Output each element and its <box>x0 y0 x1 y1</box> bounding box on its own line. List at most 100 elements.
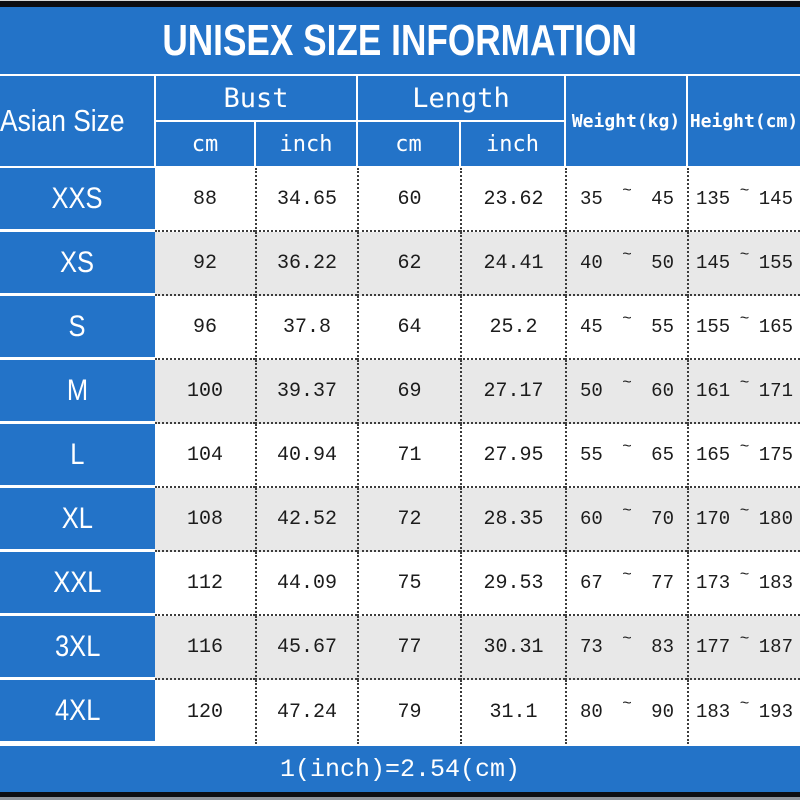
length-inch-value: 30.31 <box>460 616 565 680</box>
bust-inch-value: 37.8 <box>255 296 357 360</box>
bust-inch-value: 34.65 <box>255 168 357 232</box>
tilde-separator: ~ <box>622 566 632 584</box>
height-range: 161 ~ 171 <box>687 360 800 424</box>
height-range: 177 ~ 187 <box>687 616 800 680</box>
length-cm-value: 64 <box>357 296 460 360</box>
tilde-separator: ~ <box>622 374 632 392</box>
weight-max: 70 <box>651 508 674 530</box>
header-bust: Bust <box>156 76 356 120</box>
height-min: 170 <box>696 508 731 530</box>
tilde-separator: ~ <box>739 502 750 520</box>
length-cm-value: 69 <box>357 360 460 424</box>
height-min: 145 <box>696 252 731 274</box>
length-inch-value: 24.41 <box>460 232 565 296</box>
header-asian-size: Asian Size <box>0 76 154 166</box>
height-max: 183 <box>758 572 793 594</box>
weight-range: 40 ~ 50 <box>565 232 687 296</box>
bust-inch-value: 40.94 <box>255 424 357 488</box>
header-length: Length <box>358 76 564 120</box>
height-range: 170 ~ 180 <box>687 488 800 552</box>
length-cm-value: 60 <box>357 168 460 232</box>
weight-min: 73 <box>580 636 603 658</box>
tilde-separator: ~ <box>739 438 750 456</box>
height-min: 183 <box>696 701 731 723</box>
table-row: XXL 112 44.09 75 29.53 67 ~ 77 173 ~ 183 <box>0 552 800 616</box>
table-row: XS 92 36.22 62 24.41 40 ~ 50 145 ~ 155 <box>0 232 800 296</box>
bust-cm-value: 108 <box>155 488 255 552</box>
weight-range: 45 ~ 55 <box>565 296 687 360</box>
weight-range: 80 ~ 90 <box>565 680 687 744</box>
size-label-cell: XXS <box>0 168 155 232</box>
length-inch-value: 25.2 <box>460 296 565 360</box>
bust-cm-value: 92 <box>155 232 255 296</box>
table-body: XXS 88 34.65 60 23.62 35 ~ 45 135 ~ 145 … <box>0 168 800 744</box>
top-black-bar <box>0 1 800 7</box>
size-label: XL <box>61 501 94 535</box>
header-asian-size-label: Asian Size <box>0 103 125 138</box>
length-cm-value: 79 <box>357 680 460 744</box>
size-label: S <box>68 309 86 343</box>
bust-cm-value: 100 <box>155 360 255 424</box>
tilde-separator: ~ <box>622 502 632 520</box>
size-label-cell: 3XL <box>0 616 155 680</box>
height-range: 135 ~ 145 <box>687 168 800 232</box>
bust-inch-value: 42.52 <box>255 488 357 552</box>
length-inch-value: 23.62 <box>460 168 565 232</box>
size-label: M <box>66 373 89 407</box>
bust-cm-value: 104 <box>155 424 255 488</box>
height-min: 165 <box>696 444 731 466</box>
tilde-separator: ~ <box>739 310 750 328</box>
header-height: Height(cm) <box>688 76 800 166</box>
length-inch-value: 31.1 <box>460 680 565 744</box>
size-label: XXL <box>53 565 102 599</box>
tilde-separator: ~ <box>739 630 750 648</box>
bust-cm-value: 88 <box>155 168 255 232</box>
weight-max: 77 <box>651 572 674 594</box>
height-max: 180 <box>758 508 793 530</box>
size-label: XXS <box>51 181 104 215</box>
conversion-note: 1(inch)=2.54(cm) <box>279 754 521 784</box>
header-length-cm: cm <box>358 122 459 166</box>
table-row: L 104 40.94 71 27.95 55 ~ 65 165 ~ 175 <box>0 424 800 488</box>
size-label-cell: S <box>0 296 155 360</box>
weight-max: 90 <box>651 701 674 723</box>
tilde-separator: ~ <box>622 182 632 200</box>
height-max: 165 <box>758 316 793 338</box>
table-row: 4XL 120 47.24 79 31.1 80 ~ 90 183 ~ 193 <box>0 680 800 744</box>
top-hairline <box>0 0 800 1</box>
tilde-separator: ~ <box>622 438 632 456</box>
length-inch-value: 27.95 <box>460 424 565 488</box>
weight-min: 80 <box>580 701 603 723</box>
size-label: XS <box>60 245 95 279</box>
size-label: L <box>70 437 85 471</box>
size-label: 4XL <box>54 693 101 727</box>
title-bar: UNISEX SIZE INFORMATION <box>0 7 800 74</box>
bottom-gray-strip <box>0 797 800 800</box>
height-range: 165 ~ 175 <box>687 424 800 488</box>
weight-min: 67 <box>580 572 603 594</box>
length-inch-value: 27.17 <box>460 360 565 424</box>
size-label-cell: XXL <box>0 552 155 616</box>
table-row: XL 108 42.52 72 28.35 60 ~ 70 170 ~ 180 <box>0 488 800 552</box>
tilde-separator: ~ <box>622 630 632 648</box>
weight-max: 60 <box>651 380 674 402</box>
table-row: 3XL 116 45.67 77 30.31 73 ~ 83 177 ~ 187 <box>0 616 800 680</box>
weight-max: 83 <box>651 636 674 658</box>
tilde-separator: ~ <box>739 182 750 200</box>
weight-min: 60 <box>580 508 603 530</box>
length-inch-value: 28.35 <box>460 488 565 552</box>
tilde-separator: ~ <box>739 566 750 584</box>
length-cm-value: 75 <box>357 552 460 616</box>
height-max: 155 <box>758 252 793 274</box>
height-range: 155 ~ 165 <box>687 296 800 360</box>
height-max: 171 <box>758 380 793 402</box>
header-bust-inch: inch <box>256 122 356 166</box>
bottom-black-bar <box>0 792 800 797</box>
header-length-inch: inch <box>461 122 564 166</box>
bust-inch-value: 47.24 <box>255 680 357 744</box>
table-row: XXS 88 34.65 60 23.62 35 ~ 45 135 ~ 145 <box>0 168 800 232</box>
weight-range: 67 ~ 77 <box>565 552 687 616</box>
length-cm-value: 72 <box>357 488 460 552</box>
weight-max: 45 <box>651 188 674 210</box>
weight-max: 50 <box>651 252 674 274</box>
